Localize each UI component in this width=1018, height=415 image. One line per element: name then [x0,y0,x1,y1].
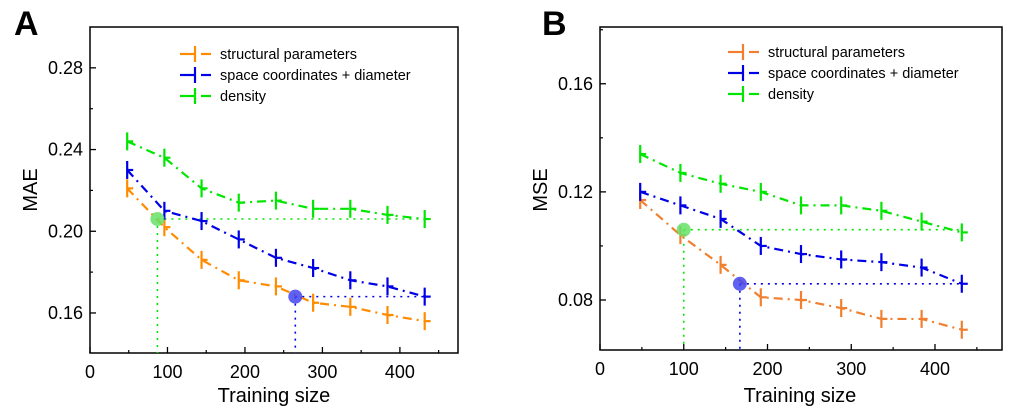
y-axis-label: MAE [20,168,42,211]
x-axis-ticks: 0 100 200 300 400 [85,347,440,382]
x-axis-label: Training size [218,385,331,407]
y-tick-label: 0.16 [48,303,83,323]
legend: structural parameters space coordinates +… [180,46,411,105]
highlight-marker [676,222,691,237]
series-line-2 [126,140,425,221]
x-tick-label: 400 [385,362,415,382]
panel-a: A 0 100 200 300 400 0.16 0.20 0.24 0.28 Trainin… [14,5,459,407]
legend-label: space coordinates + diameter [768,66,959,82]
highlight-marker [732,276,747,291]
series-line-0 [639,199,963,331]
legend-label: space coordinates + diameter [220,68,411,84]
highlight-markers [676,222,747,291]
legend-label: structural parameters [768,45,905,61]
y-tick-label: 0.08 [558,290,593,310]
series-line-2 [639,153,963,234]
guide-lines [156,218,425,353]
x-tick-label: 200 [752,359,782,379]
y-tick-label: 0.12 [558,182,593,202]
y-tick-label: 0.28 [48,58,83,78]
x-axis-label: Training size [744,385,857,407]
y-axis-ticks: 0.08 0.12 0.16 [558,29,606,310]
legend-label: density [768,87,815,103]
x-tick-label: 400 [920,359,950,379]
x-tick-label: 200 [230,362,260,382]
legend-label: structural parameters [220,47,357,63]
x-tick-label: 300 [307,362,337,382]
guide-lines [682,228,962,350]
plot-frame [599,26,1003,351]
panel-label: A [14,5,39,43]
panel-b: B 0 100 200 300 400 0.08 0.12 0.16 Training si… [530,5,1003,407]
highlight-markers [150,212,303,304]
x-tick-label: 0 [85,362,95,382]
x-tick-label: 100 [669,359,699,379]
legend: structural parameters space coordinates +… [728,44,959,103]
panel-label: B [542,5,567,43]
highlight-marker [150,212,165,227]
y-tick-label: 0.16 [558,74,593,94]
series-lines [126,132,431,331]
x-axis-ticks: 0 100 200 300 400 [595,344,978,379]
series-lines [639,145,968,339]
x-tick-label: 300 [836,359,866,379]
y-tick-label: 0.24 [48,140,83,160]
legend-label: density [220,89,267,105]
x-tick-label: 100 [152,362,182,382]
highlight-marker [288,289,303,304]
y-tick-label: 0.20 [48,221,83,241]
y-axis-ticks: 0.16 0.20 0.24 0.28 [48,58,96,323]
x-tick-label: 0 [595,359,605,379]
y-axis-label: MSE [530,168,552,211]
